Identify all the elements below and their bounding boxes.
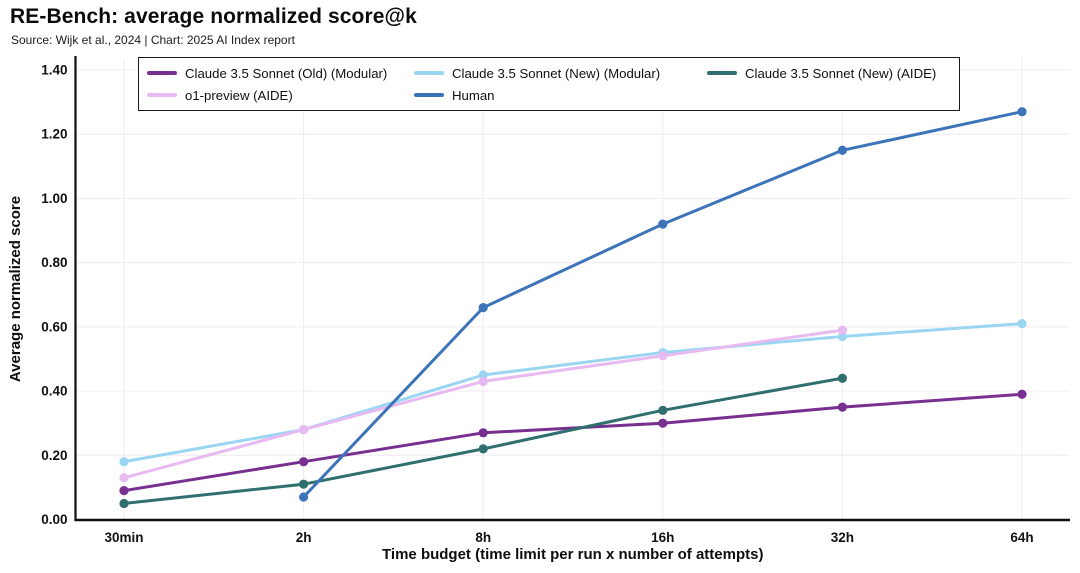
data-point-o1-preview-aide-32h (837, 325, 848, 335)
series-claude-3-5-sonnet-new-modular (119, 319, 1027, 467)
y-tick-label: 1.20 (41, 127, 67, 142)
x-tick-label: 2h (296, 530, 312, 545)
data-point-claude-3-5-sonnet-old-modular-64h (1017, 389, 1027, 399)
series-o1-preview-aide (119, 325, 848, 483)
series-line-claude-3-5-sonnet-new-modular (122, 322, 1024, 464)
legend-swatch-claude-3-5-sonnet-new-modular (414, 71, 444, 75)
data-point-human-2h (299, 492, 309, 502)
legend-swatch-claude-3-5-sonnet-old-modular (147, 71, 177, 75)
x-tick-label: 30min (104, 530, 143, 545)
data-point-claude-3-5-sonnet-new-modular-30min (119, 457, 129, 467)
data-point-claude-3-5-sonnet-new-aide-16h (658, 405, 668, 415)
legend-label: Claude 3.5 Sonnet (New) (Modular) (452, 65, 661, 81)
x-axis-title: Time budget (time limit per run x number… (382, 546, 763, 563)
legend-swatch-claude-3-5-sonnet-new-aide (707, 71, 737, 75)
data-point-claude-3-5-sonnet-new-aide-2h (299, 479, 309, 489)
legend-item-o1-preview-aide: o1-preview (AIDE) (147, 88, 414, 103)
data-point-claude-3-5-sonnet-old-modular-30min (119, 486, 129, 496)
series-claude-3-5-sonnet-new-aide (119, 373, 848, 509)
legend-item-claude-3-5-sonnet-new-modular: Claude 3.5 Sonnet (New) (Modular) (414, 66, 707, 81)
x-tick-label: 32h (831, 530, 854, 545)
legend-item-claude-3-5-sonnet-new-aide: Claude 3.5 Sonnet (New) (AIDE) (707, 66, 953, 81)
data-point-o1-preview-aide-2h (299, 425, 309, 435)
legend-label: Claude 3.5 Sonnet (New) (AIDE) (745, 65, 937, 81)
data-point-o1-preview-aide-16h (658, 351, 668, 361)
legend-label: o1-preview (AIDE) (185, 87, 293, 103)
data-point-human-8h (478, 302, 488, 313)
data-point-claude-3-5-sonnet-old-modular-16h (658, 418, 668, 428)
legend-swatch-human (414, 93, 444, 97)
legend-label: Human (452, 87, 495, 103)
x-tick-label: 8h (475, 530, 491, 545)
data-point-human-32h (837, 145, 848, 155)
data-point-human-16h (658, 219, 668, 229)
y-tick-label: 0.40 (41, 384, 67, 399)
series-claude-3-5-sonnet-old-modular (119, 389, 1027, 496)
legend-swatch-o1-preview-aide (147, 93, 177, 97)
data-point-o1-preview-aide-8h (478, 376, 488, 387)
y-tick-label: 1.00 (41, 191, 67, 206)
data-point-claude-3-5-sonnet-old-modular-2h (299, 457, 309, 467)
legend-item-claude-3-5-sonnet-old-modular: Claude 3.5 Sonnet (Old) (Modular) (147, 66, 414, 81)
y-tick-label: 1.40 (41, 63, 67, 78)
data-point-claude-3-5-sonnet-new-modular-8h (478, 370, 488, 380)
data-point-claude-3-5-sonnet-old-modular-8h (478, 428, 488, 438)
data-point-claude-3-5-sonnet-old-modular-32h (837, 402, 848, 412)
data-point-claude-3-5-sonnet-new-aide-30min (119, 498, 129, 509)
y-tick-labels: 0.00 0.20 0.40 0.60 0.80 1.00 1.20 1.40 (41, 63, 67, 528)
x-tick-labels: 30min 2h 8h 16h 32h 64h (104, 530, 1033, 545)
data-point-claude-3-5-sonnet-new-modular-32h (837, 331, 848, 342)
series-human (299, 107, 1027, 502)
chart-title: RE-Bench: average normalized score@k (10, 5, 417, 28)
legend-item-human: Human (414, 88, 707, 103)
data-point-human-64h (1017, 107, 1027, 117)
y-tick-label: 0.80 (41, 255, 67, 270)
x-tick-label: 16h (651, 530, 674, 545)
data-point-claude-3-5-sonnet-new-aide-8h (478, 444, 488, 454)
y-axis-title: Average normalized score (7, 196, 24, 382)
y-tick-label: 0.00 (41, 512, 67, 527)
y-tick-label: 0.20 (41, 448, 67, 463)
legend-label: Claude 3.5 Sonnet (Old) (Modular) (185, 65, 388, 81)
y-tick-label: 0.60 (41, 319, 67, 334)
data-point-o1-preview-aide-30min (119, 473, 129, 483)
legend-box: Claude 3.5 Sonnet (Old) (Modular) Claude … (138, 57, 960, 111)
chart-subtitle: Source: Wijk et al., 2024 | Chart: 2025 … (11, 33, 295, 47)
axes (74, 56, 1070, 522)
x-tick-label: 64h (1010, 530, 1033, 545)
data-point-claude-3-5-sonnet-new-aide-32h (837, 373, 848, 383)
series-line-claude-3-5-sonnet-old-modular (122, 392, 1024, 493)
data-point-claude-3-5-sonnet-new-modular-64h (1017, 319, 1027, 329)
